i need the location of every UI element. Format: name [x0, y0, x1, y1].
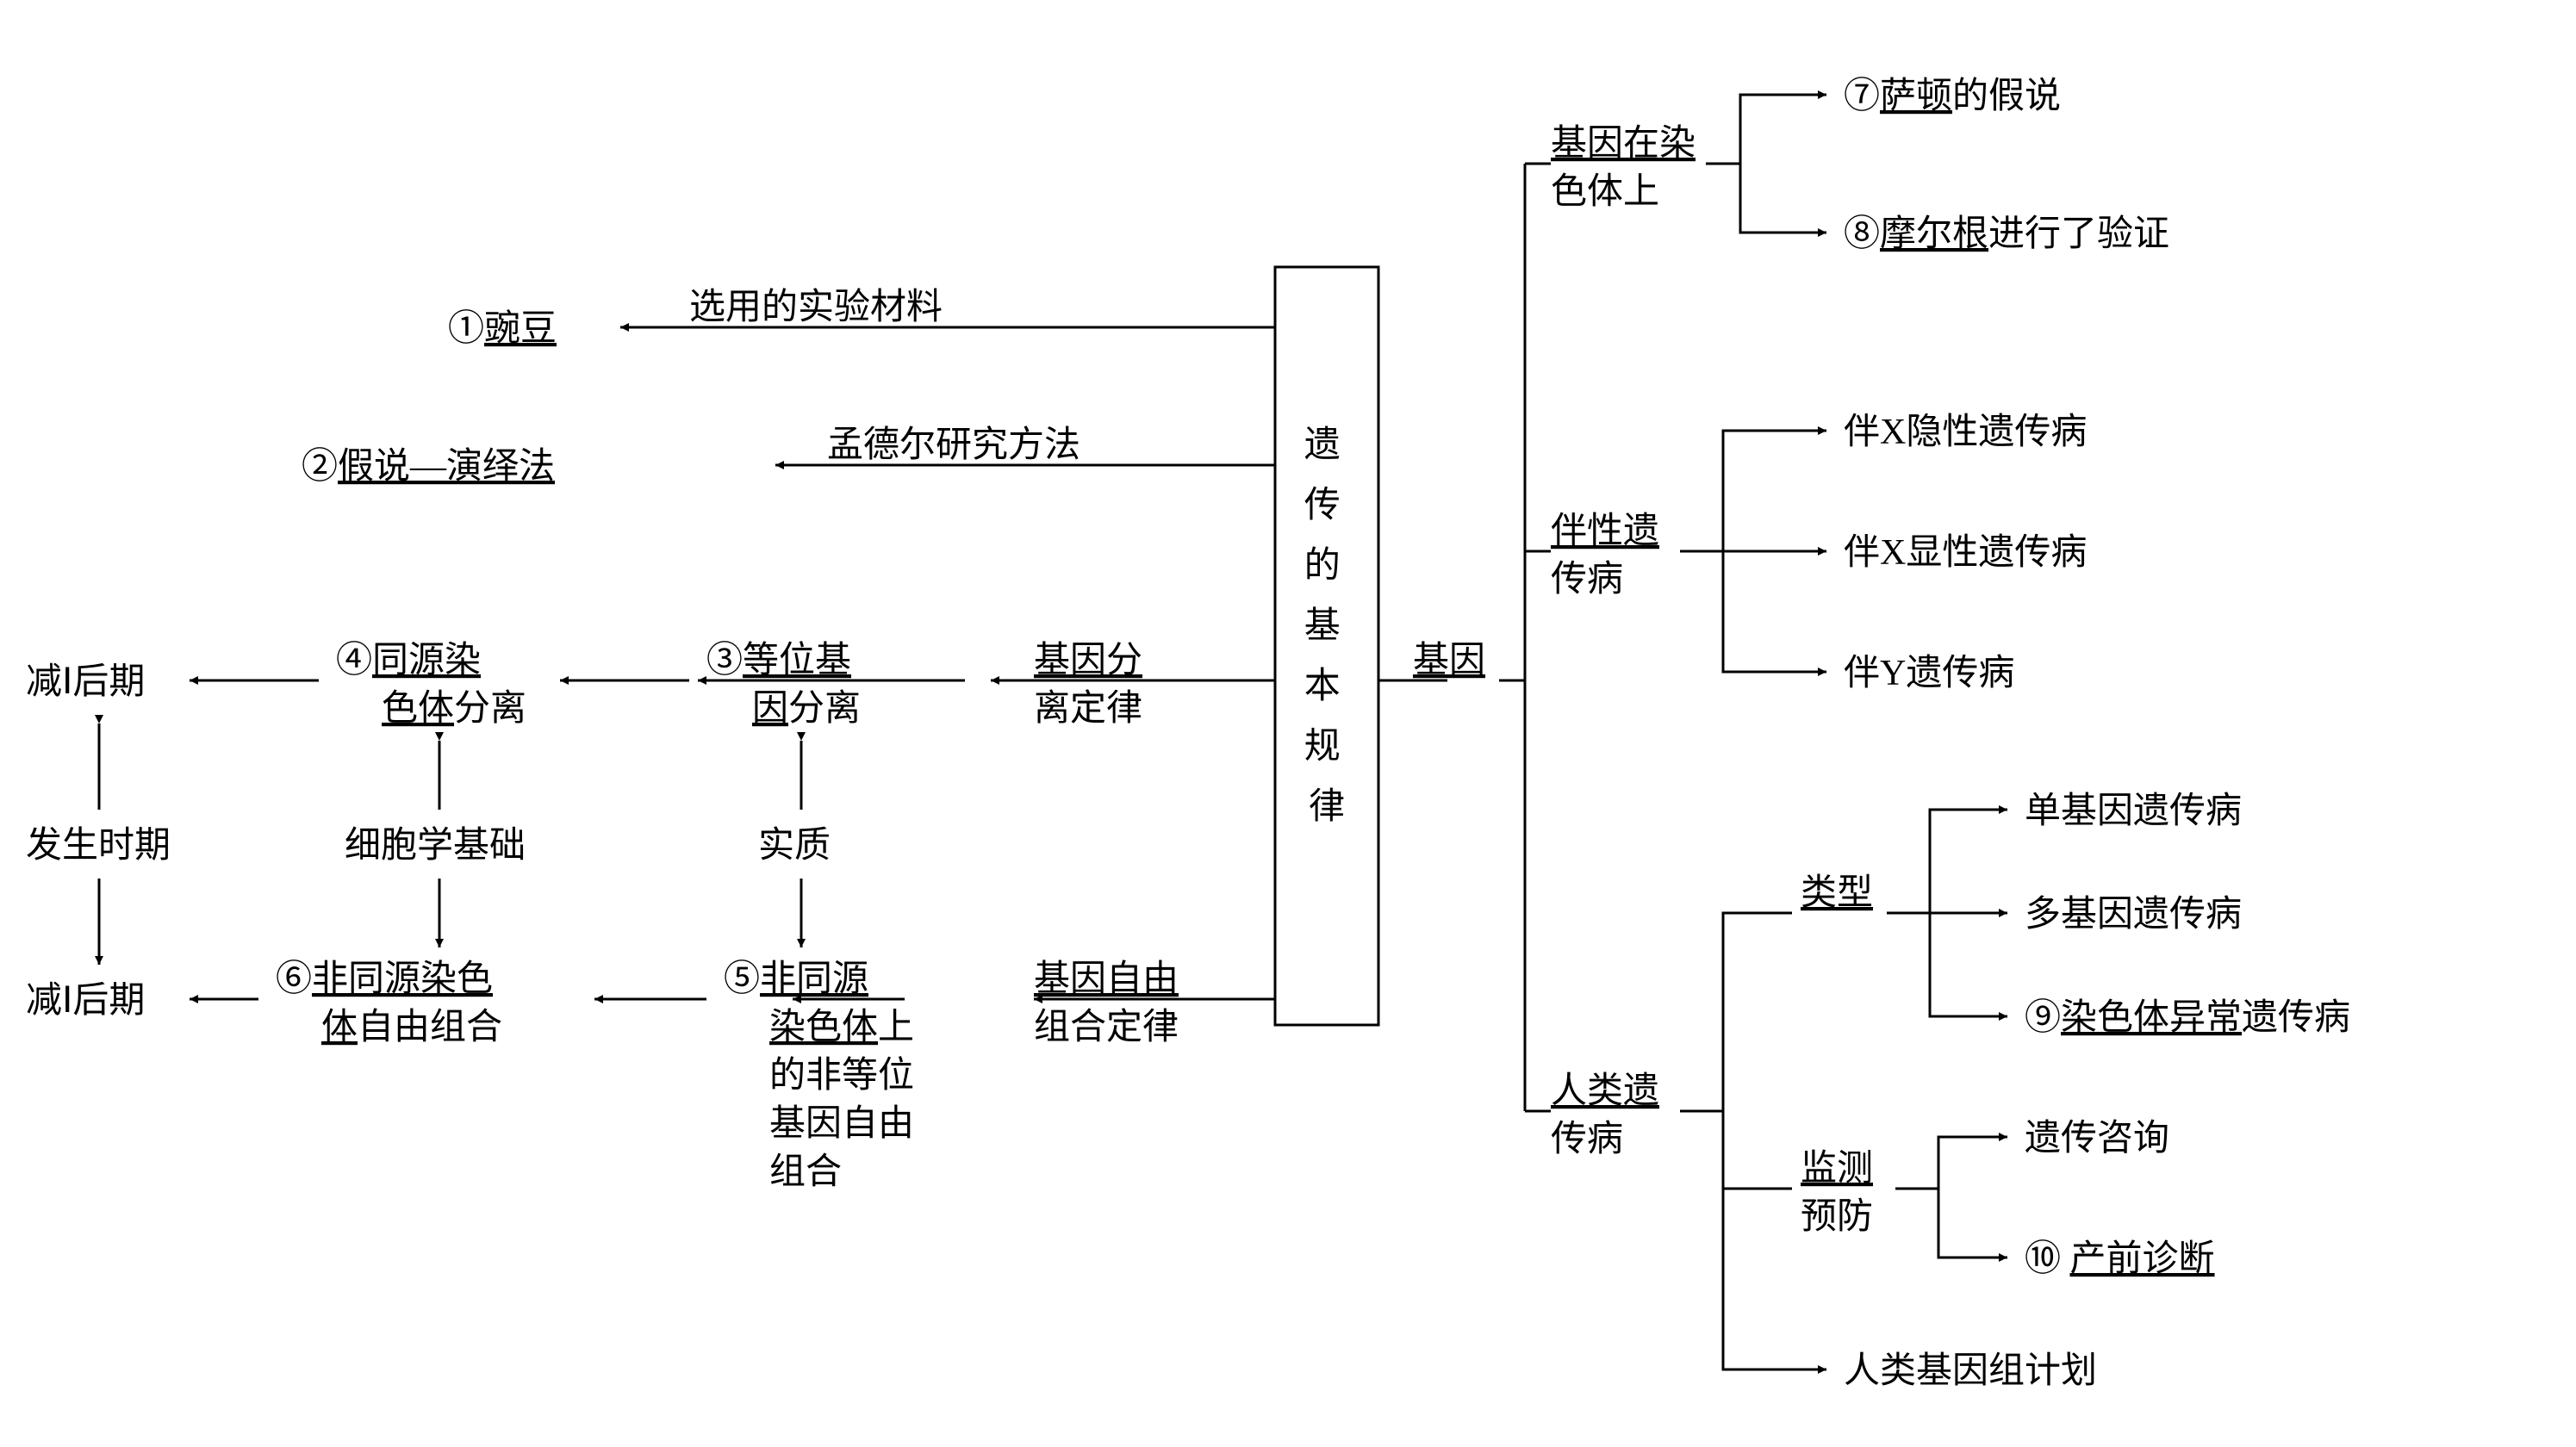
c1: 传	[1304, 486, 1341, 525]
single-gene: 单基因遗传病	[2025, 792, 2242, 831]
material-label: 选用的实验材料	[689, 287, 943, 327]
chrom-label: 基因在染 色体上	[1551, 124, 1705, 212]
c6: 律	[1309, 787, 1345, 827]
comb-law: 基因自由 组合定律	[1034, 959, 1188, 1047]
central-label: 遗 传 的 基 本 规 律	[1304, 425, 1350, 827]
node-8: ⑧摩尔根进行了验证	[1844, 214, 2169, 254]
central-box	[1275, 267, 1378, 1025]
node-3: ③等位基 因分离	[706, 640, 861, 729]
x-recessive: 伴X隐性遗传病	[1844, 413, 2087, 452]
node-2: ②假说—演绎法	[302, 447, 555, 487]
c4: 本	[1304, 667, 1341, 706]
c5: 规	[1304, 727, 1341, 767]
c2: 的	[1304, 546, 1341, 586]
type-label: 类型	[1801, 873, 1873, 913]
c0: 遗	[1304, 425, 1341, 465]
essence-label: 实质	[758, 825, 831, 866]
cyto-label: 细胞学基础	[345, 825, 526, 866]
sep-law: 基因分 离定律	[1034, 641, 1152, 729]
node-1: ①豌豆	[448, 308, 557, 349]
y-linked: 伴Y遗传病	[1844, 654, 2014, 693]
node-6: ⑥非同源染色 体自由组合	[276, 959, 502, 1047]
timing-label: 发生时期	[26, 826, 171, 866]
jian1-bot: 减Ⅰ后期	[26, 981, 145, 1021]
node-9: ⑨染色体异常遗传病	[2025, 998, 2350, 1038]
genetics-concept-map: 遗 传 的 基 本 规 律 选用的实验材料 ①豌豆 孟德尔研究方法 ②假说—演绎…	[0, 0, 2576, 1447]
multi-gene: 多基因遗传病	[2025, 895, 2242, 935]
node-7: ⑦萨顿的假说	[1844, 77, 2061, 116]
mendel-label: 孟德尔研究方法	[827, 425, 1080, 465]
node-10: ⑩ 产前诊断	[2025, 1239, 2215, 1279]
x-dominant: 伴X显性遗传病	[1844, 533, 2087, 573]
human-disease-label: 人类遗 传病	[1551, 1071, 1669, 1159]
monitor-label: 监测 预防	[1801, 1149, 1882, 1237]
genome-project: 人类基因组计划	[1844, 1351, 2097, 1391]
gene-label: 基因	[1413, 641, 1485, 680]
node-5: ⑤非同源 染色体上 的非等位 基因自由 组合	[724, 959, 924, 1192]
counsel: 遗传咨询	[2025, 1119, 2169, 1158]
c3: 基	[1304, 606, 1341, 646]
jian1-top: 减Ⅰ后期	[26, 662, 145, 702]
node-4: ④同源染 色体分离	[336, 641, 526, 729]
sexlink-label: 伴性遗 传病	[1551, 512, 1669, 599]
